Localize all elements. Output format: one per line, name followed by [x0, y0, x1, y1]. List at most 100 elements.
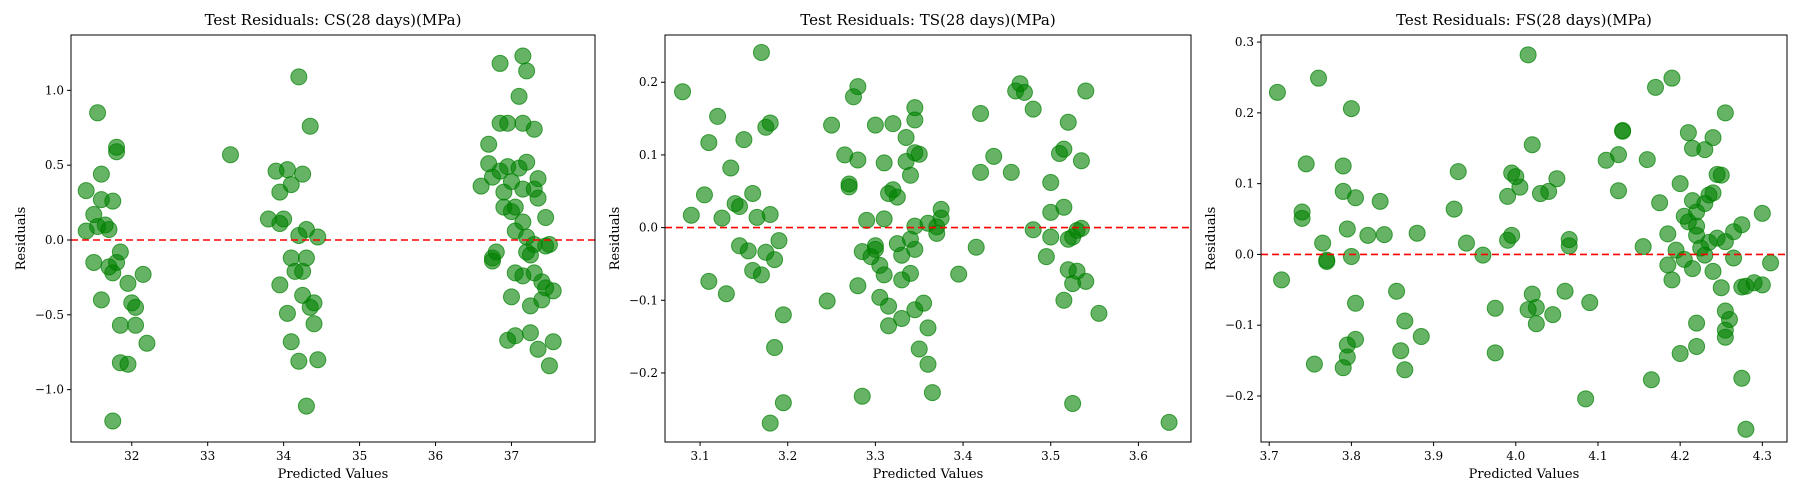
scatter-point: [108, 253, 126, 271]
scatter-point: [1556, 282, 1574, 300]
scatter-point: [1268, 83, 1286, 101]
y-tick-label: −1.0: [35, 383, 64, 397]
scatter-point: [487, 243, 505, 261]
scatter-point: [1359, 226, 1377, 244]
scatter-point: [1486, 299, 1504, 317]
scatter-point: [1671, 175, 1689, 193]
scatter-point: [510, 87, 528, 105]
x-tick-label: 3.5: [1041, 449, 1060, 463]
scatter-point: [540, 357, 558, 375]
scatter-point: [1055, 198, 1073, 216]
scatter-point: [866, 240, 884, 258]
scatter-point: [104, 192, 122, 210]
scatter-point: [1519, 46, 1537, 64]
scatter-point: [1716, 104, 1734, 122]
y-tick-label: 0.0: [639, 221, 658, 235]
scatter-point: [1614, 122, 1632, 140]
x-tick-label: 36: [428, 449, 443, 463]
scatter-point: [127, 298, 145, 316]
scatter-point: [1273, 271, 1291, 289]
chart-title: Test Residuals: TS(28 days)(MPa): [800, 11, 1055, 29]
y-tick-label: 0.0: [1235, 247, 1254, 261]
y-tick-label: 0.3: [1235, 35, 1254, 49]
scatter-point: [1634, 238, 1652, 256]
plot-area-frame: [1260, 34, 1788, 443]
scatter-point: [875, 210, 893, 228]
scatter-point: [906, 240, 924, 258]
scatter-point: [1683, 260, 1701, 278]
scatter-points: [77, 47, 562, 430]
scatter-point: [1716, 328, 1734, 346]
scatter-point: [119, 355, 137, 373]
x-tick-label: 3.7: [1260, 449, 1279, 463]
scatter-point: [1342, 248, 1360, 266]
scatter-point: [1733, 369, 1751, 387]
scatter-point: [1449, 163, 1467, 181]
y-tick-label: −0.5: [35, 308, 64, 322]
y-axis-label: Residuals: [608, 207, 623, 271]
scatter-point: [1396, 312, 1414, 330]
y-tick-label: −0.2: [1225, 389, 1254, 403]
scatter-point: [897, 128, 915, 146]
y-tick-label: 0.1: [1235, 177, 1254, 191]
scatter-point: [309, 228, 327, 246]
scatter-point: [1638, 151, 1656, 169]
scatter-point: [1392, 342, 1410, 360]
scatter-point: [682, 206, 700, 224]
scatter-point: [138, 334, 156, 352]
y-tick-label: 0.0: [45, 233, 64, 247]
scatter-point: [818, 292, 836, 310]
scatter-point: [491, 54, 509, 72]
scatter-point: [1659, 256, 1677, 274]
scatter-point: [1712, 166, 1730, 184]
y-tick-label: 1.0: [45, 83, 64, 97]
scatter-point: [1704, 184, 1722, 202]
scatter-point: [100, 221, 118, 239]
scatter-point: [290, 68, 308, 86]
scatter-point: [1042, 174, 1060, 192]
scatter-point: [282, 333, 300, 351]
scatter-point: [1540, 182, 1558, 200]
scatter-point: [1077, 272, 1095, 290]
scatter-point: [506, 198, 524, 216]
scatter-point: [529, 189, 547, 207]
scatter-point: [278, 304, 296, 322]
scatter-point: [1375, 226, 1393, 244]
scatter-point: [540, 235, 558, 253]
scatter-point: [1037, 248, 1055, 266]
scatter-point: [823, 116, 841, 134]
scatter-point: [1688, 337, 1706, 355]
scatter-point: [301, 117, 319, 135]
scatter-point: [1314, 234, 1332, 252]
scatter-point: [761, 114, 779, 132]
scatter-point: [1388, 282, 1406, 300]
scatter-point: [849, 151, 867, 169]
scatter-point: [1663, 69, 1681, 87]
scatter-point: [1059, 113, 1077, 131]
scatter-point: [1725, 249, 1743, 267]
scatter-point: [932, 209, 950, 227]
scatter-point: [1347, 330, 1365, 348]
x-tick-label: 3.3: [866, 449, 885, 463]
chart-panel-1: 32 33 34 35 36 37 −1.0 −0.5 0.0 0.5 1.0 Test Residu…: [14, 11, 596, 482]
scatter-point: [297, 397, 315, 415]
scatter-point: [1338, 220, 1356, 238]
scatter-point: [514, 47, 532, 65]
scatter-point: [529, 340, 547, 358]
scatter-point: [774, 394, 792, 412]
x-tick-label: 37: [504, 449, 519, 463]
scatter-point: [1015, 83, 1033, 101]
scatter-point: [1072, 152, 1090, 170]
scatter-point: [134, 265, 152, 283]
scatter-point: [766, 251, 784, 269]
scatter-point: [972, 163, 990, 181]
scatter-point: [1318, 251, 1336, 269]
scatter-point: [875, 266, 893, 284]
scatter-point: [1527, 299, 1545, 317]
scatter-point: [774, 306, 792, 324]
scatter-point: [108, 143, 126, 161]
scatter-point: [111, 316, 129, 334]
scatter-point: [1581, 294, 1599, 312]
scatter-point: [761, 414, 779, 432]
scatter-point: [906, 99, 924, 117]
